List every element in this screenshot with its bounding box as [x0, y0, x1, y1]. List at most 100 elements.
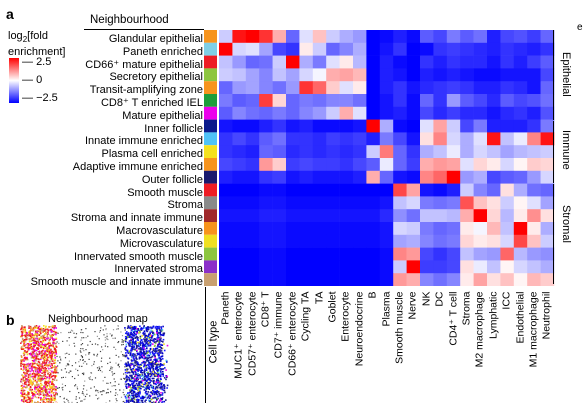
- map-dot: [85, 396, 86, 397]
- heatmap: [204, 28, 556, 286]
- map-dot: [144, 370, 146, 372]
- heatmap-cell: [340, 158, 354, 171]
- map-dot: [157, 372, 159, 374]
- heatmap-cell: [286, 248, 300, 261]
- map-dot: [103, 334, 104, 335]
- map-dot: [49, 386, 51, 388]
- heatmap-cell: [219, 248, 233, 261]
- map-dot: [48, 349, 50, 351]
- map-dot: [36, 334, 38, 336]
- map-dot: [110, 362, 111, 363]
- map-dot: [140, 364, 142, 366]
- map-dot: [101, 394, 102, 395]
- map-dot: [129, 327, 131, 329]
- heatmap-cell: [447, 43, 461, 56]
- map-dot: [40, 383, 42, 385]
- map-dot: [153, 354, 155, 356]
- map-dot: [135, 374, 137, 376]
- heatmap-cell: [353, 81, 367, 94]
- map-dot: [51, 376, 53, 378]
- map-dot: [37, 393, 39, 395]
- map-dot: [57, 360, 58, 361]
- map-dot: [23, 348, 25, 350]
- map-dot: [155, 341, 157, 343]
- map-dot: [148, 365, 150, 367]
- map-dot: [106, 338, 107, 339]
- map-dot: [43, 370, 45, 372]
- heatmap-cell: [340, 184, 354, 197]
- map-dot: [118, 384, 119, 385]
- heatmap-cell: [500, 132, 514, 145]
- map-dot: [29, 368, 31, 370]
- map-dot: [143, 397, 145, 399]
- map-dot: [131, 356, 133, 358]
- map-dot: [24, 357, 26, 359]
- map-dot: [138, 367, 140, 369]
- heatmap-cell: [393, 94, 407, 107]
- heatmap-cell: [514, 68, 528, 81]
- map-dot: [150, 392, 152, 394]
- heatmap-cell: [246, 56, 260, 69]
- map-dot: [67, 363, 68, 364]
- map-dot: [161, 356, 163, 358]
- map-dot: [39, 353, 41, 355]
- map-dot: [137, 345, 139, 347]
- column-label: CD57⁺ enterocyte: [246, 292, 259, 412]
- map-dot: [20, 383, 22, 385]
- map-dot: [23, 340, 25, 342]
- map-dot: [150, 352, 152, 354]
- map-dot: [32, 353, 34, 355]
- map-dot: [53, 338, 55, 340]
- map-dot: [51, 365, 53, 367]
- legend-title: log2[fold enrichment]: [8, 30, 65, 59]
- heatmap-cell: [366, 120, 380, 133]
- heatmap-cell: [246, 260, 260, 273]
- map-dot: [43, 397, 45, 399]
- heatmap-cell: [447, 145, 461, 158]
- map-dot: [129, 392, 131, 394]
- heatmap-cell: [393, 260, 407, 273]
- heatmap-cell: [380, 145, 394, 158]
- map-dot: [36, 389, 38, 391]
- map-dot: [143, 346, 145, 348]
- row-color-swatch: [204, 196, 217, 209]
- heatmap-cell: [313, 94, 327, 107]
- map-dot: [131, 389, 133, 391]
- map-dot: [113, 329, 114, 330]
- map-dot: [81, 344, 82, 345]
- heatmap-cell: [460, 222, 474, 235]
- map-dot: [144, 330, 146, 332]
- map-dot: [137, 353, 139, 355]
- heatmap-cell: [313, 196, 327, 209]
- map-dot: [47, 329, 49, 331]
- heatmap-cell: [299, 260, 313, 273]
- heatmap-cell: [514, 132, 528, 145]
- map-dot: [154, 350, 156, 352]
- map-dot: [21, 379, 23, 381]
- group-bracket-immune: [553, 121, 554, 183]
- map-dot: [33, 358, 35, 360]
- map-dot: [130, 369, 132, 371]
- heatmap-cell: [514, 94, 528, 107]
- map-dot: [136, 393, 138, 395]
- heatmap-cell: [380, 171, 394, 184]
- map-dot: [157, 391, 159, 393]
- row-color-swatch: [204, 145, 217, 158]
- heatmap-cell: [246, 132, 260, 145]
- map-dot: [145, 366, 147, 368]
- row-color-swatch: [204, 30, 217, 43]
- map-dot: [44, 353, 46, 355]
- map-dot: [34, 327, 36, 329]
- heatmap-cell: [514, 56, 528, 69]
- map-dot: [48, 326, 50, 328]
- map-dot: [50, 361, 52, 363]
- column-label: DC: [434, 292, 447, 412]
- map-dot: [64, 401, 65, 402]
- heatmap-cell: [232, 248, 246, 261]
- map-dot: [54, 355, 56, 357]
- map-dot: [160, 376, 162, 378]
- map-dot: [135, 387, 137, 389]
- heatmap-cell: [433, 260, 447, 273]
- heatmap-cell: [259, 158, 273, 171]
- map-dot: [43, 342, 45, 344]
